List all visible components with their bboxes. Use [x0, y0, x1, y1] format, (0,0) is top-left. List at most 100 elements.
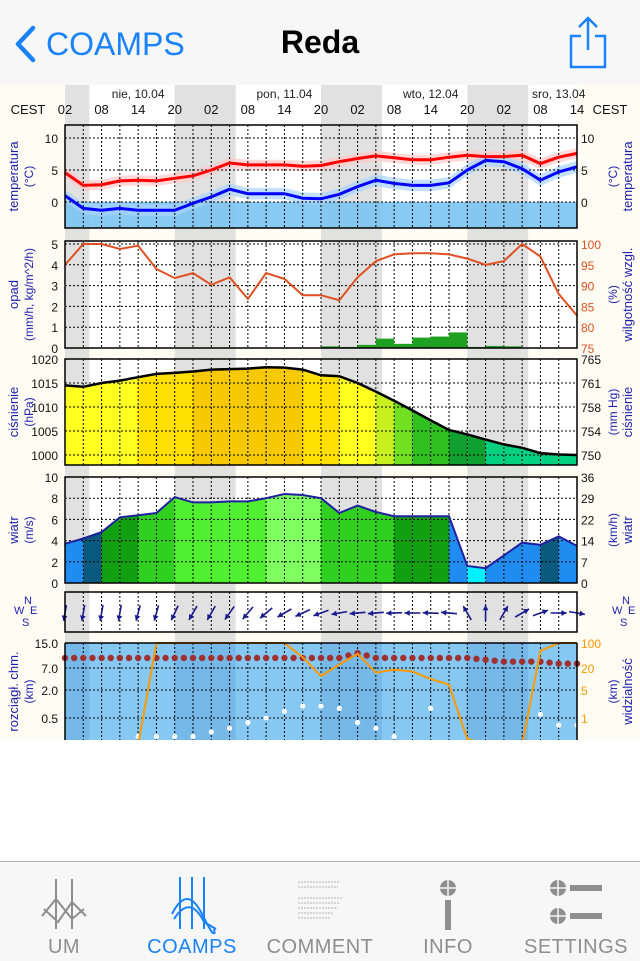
compass-letter: E — [30, 605, 37, 617]
cloud-top-dot — [262, 654, 270, 662]
left-axis-unit: (m/s) — [22, 516, 36, 543]
comment-text-icon — [298, 881, 342, 919]
axis-tick-label: 14 — [581, 535, 595, 549]
tab-um[interactable]: UM — [0, 862, 128, 961]
tab-info[interactable]: INFO — [384, 862, 512, 961]
wind-direction-arrow — [259, 607, 273, 619]
axis-tick-label: 85 — [581, 300, 595, 314]
wind-fill-segment — [467, 566, 486, 583]
cloud-top-dot — [555, 660, 562, 667]
wind-direction-arrow — [550, 610, 567, 616]
cloud-top-dot — [226, 654, 233, 662]
wind-fill-segment — [193, 502, 212, 583]
pressure-fill-segment — [247, 367, 267, 465]
axis-tick-label: 5 — [51, 238, 58, 252]
arrow-head — [116, 615, 123, 621]
tab-coamps[interactable]: COAMPS — [128, 862, 256, 961]
wind-fill-segment — [558, 536, 577, 583]
axis-tick-label: 100 — [581, 238, 601, 252]
coamps-chart-icon — [171, 877, 217, 934]
wind-direction-arrow — [367, 610, 384, 617]
wind-fill-segment — [229, 501, 248, 583]
axis-tick-label: 95 — [581, 259, 595, 273]
pressure-line — [64, 365, 578, 457]
cloud-top-dot — [244, 654, 252, 662]
hour-label: 02 — [204, 102, 218, 117]
cloud-top-dot — [464, 654, 471, 662]
wind-fill-segment — [357, 505, 376, 583]
cloud-base-dot — [153, 733, 160, 740]
date-label: sro, 13.04 — [532, 87, 586, 101]
cloud-top-dot — [171, 654, 178, 662]
tab-label: COAMPS — [147, 936, 237, 958]
hour-label: 14 — [277, 102, 291, 117]
wind-direction-arrow — [152, 605, 160, 621]
cloud-top-dot — [272, 654, 279, 662]
arrow-head — [170, 614, 177, 621]
wind-fill-segment — [174, 497, 193, 583]
axis-tick-label: 2 — [51, 300, 58, 314]
axis-tick-label: 0 — [581, 577, 588, 591]
tab-settings[interactable]: SETTINGS — [512, 862, 640, 961]
axis-tick-label: 100 — [581, 637, 601, 651]
pressure-fill-segment — [357, 383, 376, 465]
back-button[interactable]: COAMPS — [14, 22, 185, 66]
visibility-line — [137, 642, 577, 740]
axis-tick-label: 0 — [51, 577, 58, 591]
arrow-head — [295, 611, 302, 617]
cloud-top-dot — [217, 654, 224, 662]
precipitation-bar — [503, 346, 523, 348]
cloud-base-dot — [428, 705, 434, 712]
cloud-top-dot — [409, 654, 416, 662]
arrow-head — [349, 610, 356, 617]
tab-label: SETTINGS — [523, 936, 628, 958]
hour-label: 08 — [241, 102, 255, 117]
date-label: wto, 12.04 — [402, 87, 459, 101]
wind-speed-line — [64, 492, 578, 570]
precipitation-bar — [412, 337, 431, 348]
wind-direction-arrow — [422, 610, 439, 616]
left-axis-title: opad — [6, 280, 21, 309]
wind-fill-segment — [412, 516, 431, 583]
axis-tick-label: 0 — [581, 196, 588, 210]
arrow-head — [523, 609, 530, 615]
settings-icon — [550, 880, 602, 924]
axis-tick-label: 0 — [51, 342, 58, 356]
cloud-base-dot — [391, 733, 397, 740]
wind-fill-segment — [83, 532, 102, 583]
cloud-top-dot — [445, 654, 453, 662]
arrow-head — [189, 613, 195, 620]
arrow-head — [98, 615, 104, 621]
arrow-head — [367, 610, 374, 617]
temperature-blue-line — [64, 158, 578, 212]
pressure-fill-segment — [485, 439, 504, 465]
axis-tick-label: 22 — [581, 513, 595, 527]
wind-direction-arrow — [116, 604, 123, 622]
arrow-head — [441, 609, 447, 616]
cloud-top-dot — [390, 654, 398, 662]
cloud-top-dot — [144, 654, 151, 662]
cloud-base-dot — [208, 729, 214, 735]
axis-tick-label: 10 — [581, 132, 595, 146]
night-band — [467, 85, 529, 740]
wind-fill-segment — [540, 536, 559, 583]
cloud-top-dot — [70, 654, 78, 662]
pressure-fill-segment — [321, 375, 340, 465]
wind-fill-segment — [65, 538, 84, 583]
pressure-fill-segment — [156, 372, 175, 465]
pressure-fill-segment — [138, 373, 157, 465]
arrow-head — [331, 610, 338, 617]
cloud-top-dot — [509, 658, 517, 665]
panel-border — [64, 240, 578, 349]
axis-tick-label: 1000 — [31, 449, 58, 463]
share-icon — [569, 16, 607, 69]
axis-tick-label: 1010 — [31, 401, 58, 415]
share-button[interactable] — [568, 14, 608, 70]
wind-direction-arrow — [206, 605, 216, 621]
tab-comment[interactable]: COMMENT — [256, 862, 384, 961]
arrow-head — [79, 615, 86, 621]
axis-tick-label: 8 — [51, 492, 58, 506]
tab-label: COMMENT — [266, 936, 374, 958]
axis-tick-label: 5 — [51, 164, 58, 178]
cloud-top-dot — [253, 654, 261, 662]
